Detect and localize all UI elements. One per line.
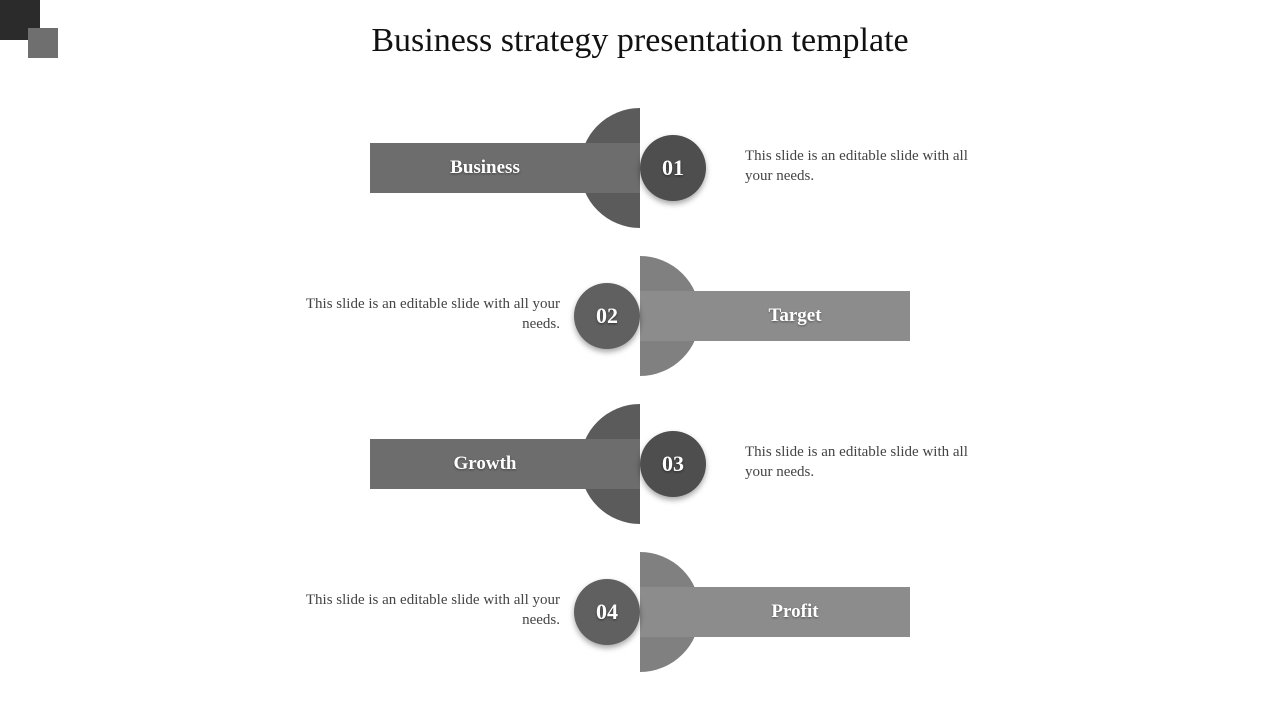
step-1-label: Business <box>450 157 520 179</box>
step-1-number: 01 <box>662 155 684 181</box>
step-2-number: 02 <box>596 303 618 329</box>
step-1-description: This slide is an editable slide with all… <box>745 146 995 187</box>
step-3-description: This slide is an editable slide with all… <box>745 442 995 483</box>
step-row-4: Profit 04 This slide is an editable slid… <box>0 552 1280 682</box>
step-row-2: Target 02 This slide is an editable slid… <box>0 256 1280 386</box>
step-1-number-circle: 01 <box>640 135 706 201</box>
step-4-label: Profit <box>771 601 818 623</box>
step-2-number-circle: 02 <box>574 283 640 349</box>
step-3-bar: Growth <box>370 439 640 489</box>
step-1-bar: Business <box>370 143 640 193</box>
step-3-number-circle: 03 <box>640 431 706 497</box>
step-4-bar: Profit <box>640 587 910 637</box>
step-row-3: Growth 03 This slide is an editable slid… <box>0 404 1280 534</box>
step-row-1: Business 01 This slide is an editable sl… <box>0 108 1280 238</box>
step-4-number-circle: 04 <box>574 579 640 645</box>
step-4-number: 04 <box>596 599 618 625</box>
step-3-label: Growth <box>454 453 517 475</box>
page-title: Business strategy presentation template <box>0 22 1280 60</box>
step-2-label: Target <box>768 305 821 327</box>
step-4-description: This slide is an editable slide with all… <box>300 590 560 631</box>
step-2-description: This slide is an editable slide with all… <box>300 294 560 335</box>
step-2-bar: Target <box>640 291 910 341</box>
diagram-stage: Business 01 This slide is an editable sl… <box>0 100 1280 720</box>
step-3-number: 03 <box>662 451 684 477</box>
